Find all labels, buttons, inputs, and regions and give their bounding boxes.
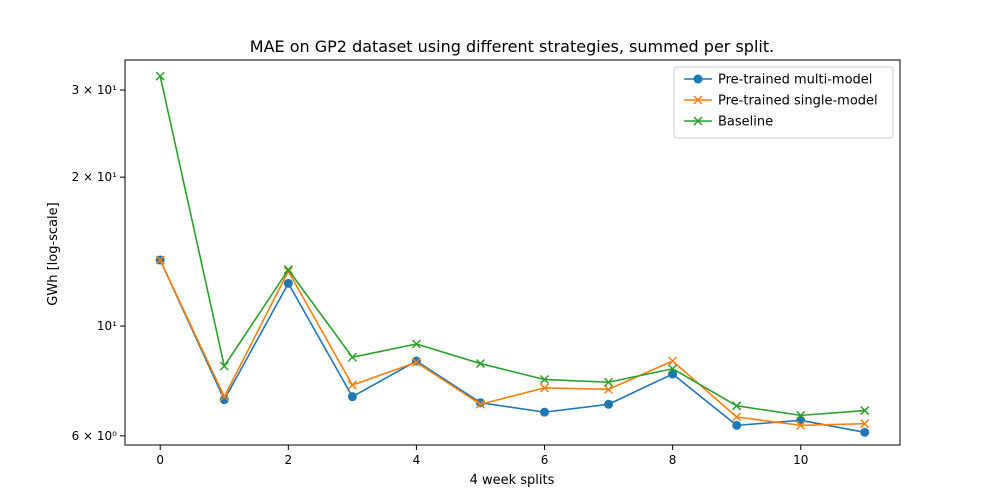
data-point: [347, 392, 357, 402]
legend-label: Baseline: [718, 115, 773, 130]
data-point: [283, 265, 293, 275]
data-point: [860, 427, 870, 437]
plot-frame: [124, 59, 901, 446]
y-axis: 6 × 10⁰ 10¹ 2 × 10¹ 3 × 10¹: [72, 83, 125, 443]
data-point: [155, 71, 165, 81]
data-point: [539, 383, 550, 393]
data-point: [732, 420, 742, 430]
legend-item: Pre-trained single-model: [684, 94, 878, 109]
y-tick-label: 3 × 10¹: [72, 83, 118, 97]
legend-marker: [693, 116, 703, 126]
legend-box: [673, 66, 894, 139]
data-point: [219, 392, 229, 402]
series-line: [159, 259, 865, 434]
x-tick-label: 6: [541, 453, 549, 467]
y-axis-label: GWh [log-scale]: [46, 202, 61, 305]
data-point: [732, 401, 742, 411]
legend-label: Pre-trained multi-model: [718, 73, 872, 88]
data-point: [283, 278, 293, 288]
y-tick-label: 6 × 10⁰: [72, 429, 118, 443]
data-point: [347, 352, 357, 362]
data-point: [796, 410, 806, 420]
legend: Pre-trained multi-model Pre-trained singl…: [673, 66, 894, 139]
data-point: [411, 339, 421, 349]
y-tick-label: 2 × 10¹: [72, 170, 118, 184]
plot-area: [155, 71, 870, 437]
x-axis-label: 4 week splits: [470, 473, 555, 488]
x-tick-label: 4: [413, 453, 421, 467]
legend-marker: [693, 74, 703, 84]
legend-marker: [693, 95, 703, 105]
data-point: [732, 412, 742, 422]
x-tick-label: 8: [669, 453, 677, 467]
data-point: [219, 395, 229, 405]
data-point: [604, 384, 614, 394]
data-point: [796, 420, 806, 430]
data-point: [539, 374, 550, 385]
data-point: [219, 361, 229, 371]
data-point: [411, 357, 421, 367]
x-tick-label: 2: [285, 453, 293, 467]
data-point: [347, 380, 357, 390]
series-1: [155, 255, 870, 430]
data-point: [860, 406, 870, 416]
x-axis: 0 2 4 6 8 10: [156, 445, 808, 467]
legend-item: Baseline: [684, 115, 773, 130]
data-point: [155, 255, 165, 265]
chart-title: MAE on GP2 dataset using different strat…: [250, 37, 774, 56]
data-point: [540, 407, 550, 417]
data-point: [604, 399, 614, 409]
series-line: [159, 75, 865, 417]
data-point: [668, 356, 678, 366]
series-0: [155, 255, 870, 437]
legend-item: Pre-trained multi-model: [684, 73, 872, 88]
x-tick-label: 0: [156, 453, 164, 467]
data-point: [475, 399, 486, 409]
series-line: [159, 259, 865, 427]
series-2: [155, 71, 870, 420]
data-point: [475, 359, 486, 369]
data-point: [475, 398, 485, 408]
y-tick-label: 10¹: [97, 319, 117, 333]
data-point: [860, 419, 870, 429]
data-point: [668, 364, 678, 374]
x-tick-label: 10: [793, 453, 808, 467]
legend-label: Pre-trained single-model: [718, 94, 878, 109]
data-point: [796, 415, 806, 425]
data-point: [604, 377, 614, 387]
